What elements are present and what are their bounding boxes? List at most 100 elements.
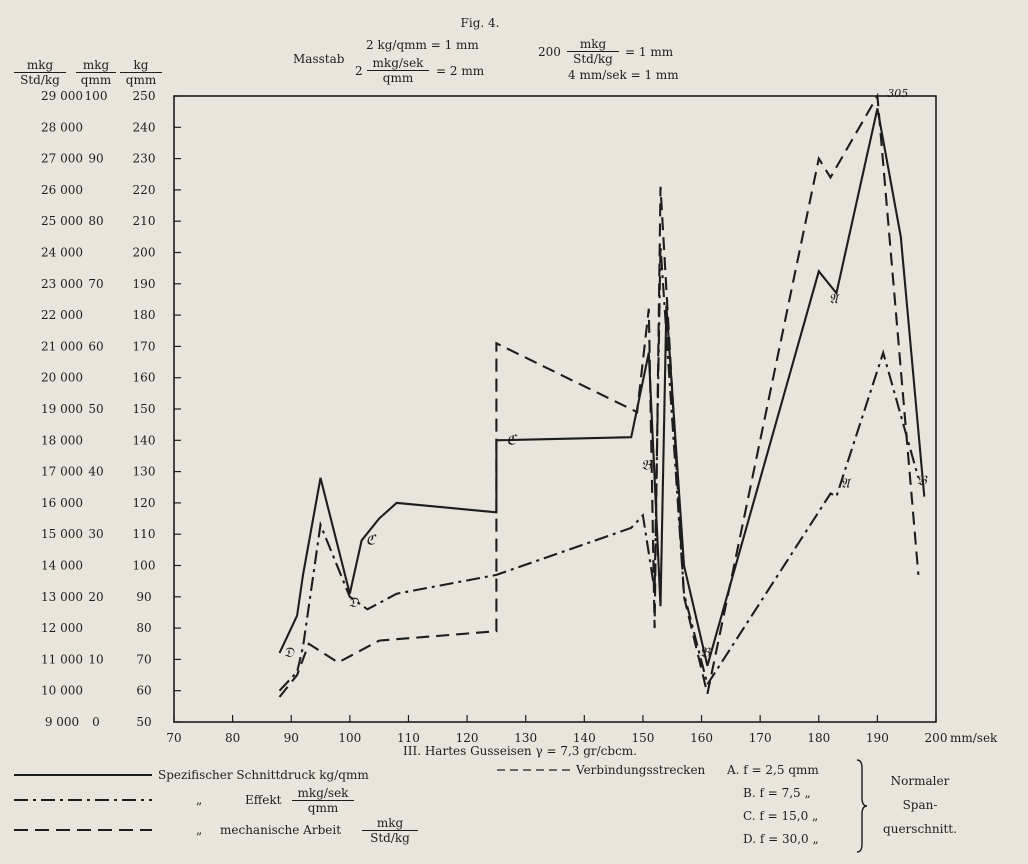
x-tick-label: 70 [166, 731, 181, 745]
series-line-solid [278, 108, 926, 666]
y-axis-1-tick-label: 17 000 [41, 465, 83, 479]
y-axis-1-tick-label: 14 000 [41, 559, 83, 573]
series-line-dashed [278, 92, 920, 698]
y-axis-3-tick-label: 80 [136, 621, 151, 635]
legend-bracket-line-1: Normaler [890, 774, 950, 788]
x-tick-label: 130 [514, 731, 537, 745]
y-axis-2-tick-label: 10 [88, 652, 103, 666]
scale-2-num: mkg/sek [367, 56, 429, 71]
x-tick-label: 120 [456, 731, 479, 745]
x-tick-label: 160 [690, 731, 713, 745]
y-axis-3-tick-label: 90 [136, 590, 151, 604]
legend-bracket-line-3: querschnitt. [883, 822, 957, 836]
y-axis-3-tick-label: 60 [136, 684, 151, 698]
scale-2-fraction: mkg/sek qmm [367, 56, 429, 85]
scale-3-fraction: mkg Std/kg [567, 37, 619, 66]
y-axis-3-tick-label: 160 [133, 371, 156, 385]
y-axis-2-tick-label: 0 [92, 715, 100, 729]
x-tick-label: 200 [925, 731, 948, 745]
x-tick-label: 110 [397, 731, 420, 745]
y-axis-2-unit-num: mkg [76, 58, 116, 73]
legend-dashdot-label: Effekt [245, 793, 282, 807]
y-axis-1-tick-label: 23 000 [41, 277, 83, 291]
y-axis-1-tick-label: 26 000 [41, 183, 83, 197]
y-axis-1-tick-label: 20 000 [41, 371, 83, 385]
scale-3-prefix: 200 [538, 45, 561, 59]
y-axis-3-tick-label: 200 [133, 246, 156, 260]
y-axis-3-unit-num: kg [120, 58, 162, 73]
chart-point-labels: 𝔇 𝔇 ℭ ℭ 𝔅 𝔅 𝔄 𝔄 𝔅 305 [284, 87, 929, 661]
legend-connecting-label: Verbindungsstrecken [576, 763, 706, 777]
point-label: 305 [887, 87, 908, 100]
y-axis-3-tick-label: 70 [136, 652, 151, 666]
y-axis-1-tick-label: 18 000 [41, 433, 83, 447]
legend-feed-b: B. f = 7,5 „ [743, 786, 811, 800]
y-axis-3-tick-label: 220 [133, 183, 156, 197]
point-label: 𝔅 [917, 473, 929, 489]
x-tick-label: 180 [807, 731, 830, 745]
y-axis-2-tick-label: 90 [88, 152, 103, 166]
point-label: 𝔅 [641, 457, 653, 473]
y-axis-1-tick-label: 25 000 [41, 214, 83, 228]
y-axis-3-tick-label: 110 [133, 527, 156, 541]
chart-caption: III. Hartes Gusseisen γ = 7,3 gr/cbcm. [402, 744, 637, 758]
y-axis-3-tick-label: 240 [133, 120, 156, 134]
y-axis-2-tick-label: 70 [88, 277, 103, 291]
scale-1: 2 kg/qmm = 1 mm [366, 38, 479, 52]
y-axis-2-tick-label: 50 [88, 402, 103, 416]
y-axis-3-tick-label: 180 [133, 308, 156, 322]
y-axis-3-tick-label: 130 [133, 465, 156, 479]
y-axis-3-tick-label: 150 [133, 402, 156, 416]
legend-dashed-prefix: „ [196, 823, 203, 837]
legend-feed-d: D. f = 30,0 „ [743, 832, 819, 846]
x-tick-label: 90 [284, 731, 299, 745]
legend-dashed-den: Std/kg [370, 831, 410, 845]
y-axis-1-tick-label: 9 000 [45, 715, 79, 729]
x-tick-label: 80 [225, 731, 240, 745]
point-label: 𝔇 [348, 595, 360, 611]
y-axis-1-tick-label: 13 000 [41, 590, 83, 604]
y-axis-1-tick-label: 12 000 [41, 621, 83, 635]
x-tick-label: 140 [573, 731, 596, 745]
y-axis-1-tick-label: 27 000 [41, 152, 83, 166]
y-axis-1-tick-label: 16 000 [41, 496, 83, 510]
legend-dashed-unit: mkg Std/kg [362, 816, 418, 845]
point-label: ℭ [366, 532, 378, 548]
point-label: ℭ [506, 432, 518, 448]
legend-feed-a: A. f = 2,5 qmm [727, 763, 819, 777]
y-axis-2-tick-label: 100 [85, 89, 108, 103]
y-axis-2-unit-den: qmm [80, 73, 112, 87]
y-axis-3-unit: kg qmm [120, 58, 162, 87]
plot-frame [173, 95, 937, 723]
scale-2-prefix: 2 [355, 64, 363, 78]
point-label: 𝔇 [284, 645, 296, 661]
legend-dashdot-num: mkg/sek [292, 786, 354, 801]
y-axis-2-tick-label: 20 [88, 590, 103, 604]
y-axis-2-tick-label: 60 [88, 339, 103, 353]
y-axis-1-tick-label: 22 000 [41, 308, 83, 322]
legend-dashed-num: mkg [362, 816, 418, 831]
y-axis-3-tick-label: 250 [133, 89, 156, 103]
y-axis-3-tick-label: 140 [133, 433, 156, 447]
scale-3-num: mkg [567, 37, 619, 52]
y-axis-2-tick-label: 40 [88, 465, 103, 479]
x-tick-label: 190 [866, 731, 889, 745]
scale-3-suffix: = 1 mm [625, 45, 674, 59]
y-axis-3-tick-label: 170 [133, 339, 156, 353]
y-axis-1-tick-label: 19 000 [41, 402, 83, 416]
x-axis-label: mm/sek [950, 731, 998, 745]
point-label: 𝔄 [829, 291, 841, 307]
y-axis-1-tick-label: 11 000 [41, 652, 83, 666]
y-axis-2-tick-label: 80 [88, 214, 103, 228]
y-axis-2-tick-label: 30 [88, 527, 103, 541]
y-axis-3-tick-label: 210 [133, 214, 156, 228]
y-axis-1-tick-label: 10 000 [41, 684, 83, 698]
scale-label: Masstab [293, 52, 345, 66]
scale-2-den: qmm [382, 71, 414, 85]
y-axis-3-tick-label: 230 [133, 152, 156, 166]
point-label: 𝔄 [840, 476, 852, 492]
legend-bracket [856, 759, 868, 853]
legend-solid-label: Spezifischer Schnittdruck kg/qmm [158, 768, 369, 782]
